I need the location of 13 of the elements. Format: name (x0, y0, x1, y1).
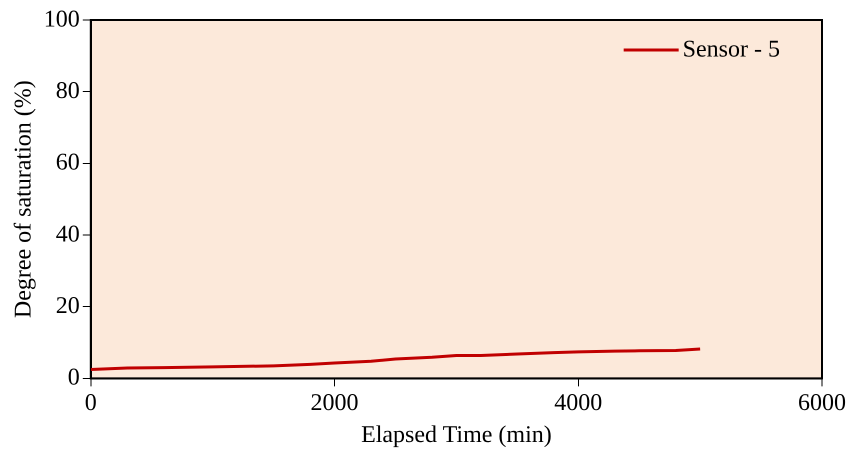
y-tick-label: 60 (56, 150, 80, 176)
y-tick-label: 40 (56, 221, 80, 248)
y-tick-label: 0 (68, 364, 80, 391)
y-tick-label: 20 (56, 293, 80, 320)
y-axis-title: Degree of saturation (%) (10, 80, 37, 318)
x-tick-label: 4000 (554, 390, 602, 416)
x-axis-title: Elapsed Time (min) (361, 422, 552, 448)
x-tick-label: 2000 (310, 390, 359, 416)
x-tick-label: 0 (84, 390, 97, 416)
legend-label: Sensor - 5 (682, 36, 780, 62)
y-tick-label: 100 (44, 6, 80, 32)
x-tick-label: 6000 (798, 390, 846, 416)
y-tick-label: 80 (56, 78, 80, 104)
